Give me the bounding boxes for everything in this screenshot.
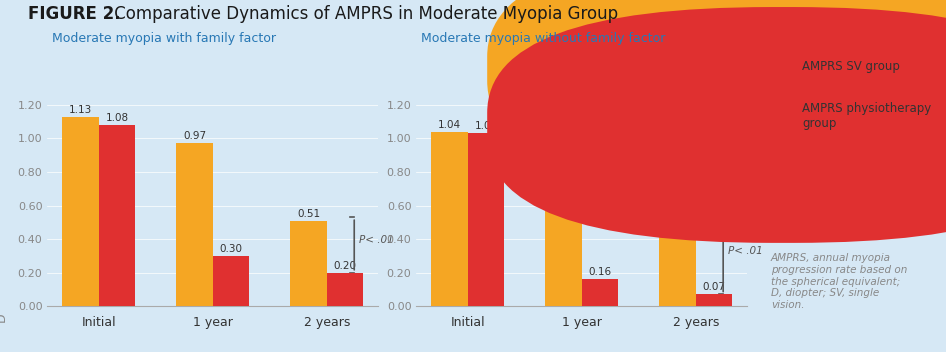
Bar	[545, 195, 582, 306]
Text: 1.08: 1.08	[106, 113, 129, 123]
Bar	[659, 221, 696, 306]
Text: 0.66: 0.66	[552, 183, 575, 194]
Text: 0.16: 0.16	[588, 268, 612, 277]
Bar	[213, 256, 250, 306]
Bar	[98, 125, 135, 306]
Text: Moderate myopia without family factor: Moderate myopia without family factor	[421, 32, 665, 45]
Text: FIGURE 2.: FIGURE 2.	[28, 5, 121, 23]
Text: 0.07: 0.07	[703, 282, 726, 293]
Bar	[696, 295, 732, 306]
Text: P< .01: P< .01	[727, 246, 762, 256]
Text: AMPRS physiotherapy
group: AMPRS physiotherapy group	[802, 102, 932, 130]
Y-axis label: D: D	[0, 312, 8, 322]
Bar	[327, 273, 363, 306]
Text: 0.97: 0.97	[183, 131, 206, 142]
Bar	[62, 117, 98, 306]
Text: 1.13: 1.13	[69, 105, 92, 114]
Bar	[582, 279, 619, 306]
Text: 0.51: 0.51	[297, 209, 320, 219]
Text: 0.51: 0.51	[666, 209, 689, 219]
Text: AMPRS, annual myopia
progression rate based on
the spherical equivalent;
D, diop: AMPRS, annual myopia progression rate ba…	[771, 253, 907, 310]
Text: 0.20: 0.20	[334, 260, 357, 271]
Text: 1.04: 1.04	[438, 120, 461, 130]
Bar	[467, 133, 504, 306]
Text: Comparative Dynamics of AMPRS in Moderate Myopia Group: Comparative Dynamics of AMPRS in Moderat…	[109, 5, 618, 23]
Text: Moderate myopia with family factor: Moderate myopia with family factor	[52, 32, 276, 45]
Bar	[431, 132, 467, 306]
Bar	[176, 143, 213, 306]
Text: P< .01: P< .01	[359, 235, 394, 245]
Text: 0.30: 0.30	[219, 244, 242, 254]
Text: AMPRS SV group: AMPRS SV group	[802, 61, 900, 73]
Text: 1.03: 1.03	[475, 121, 498, 131]
Bar	[290, 221, 327, 306]
